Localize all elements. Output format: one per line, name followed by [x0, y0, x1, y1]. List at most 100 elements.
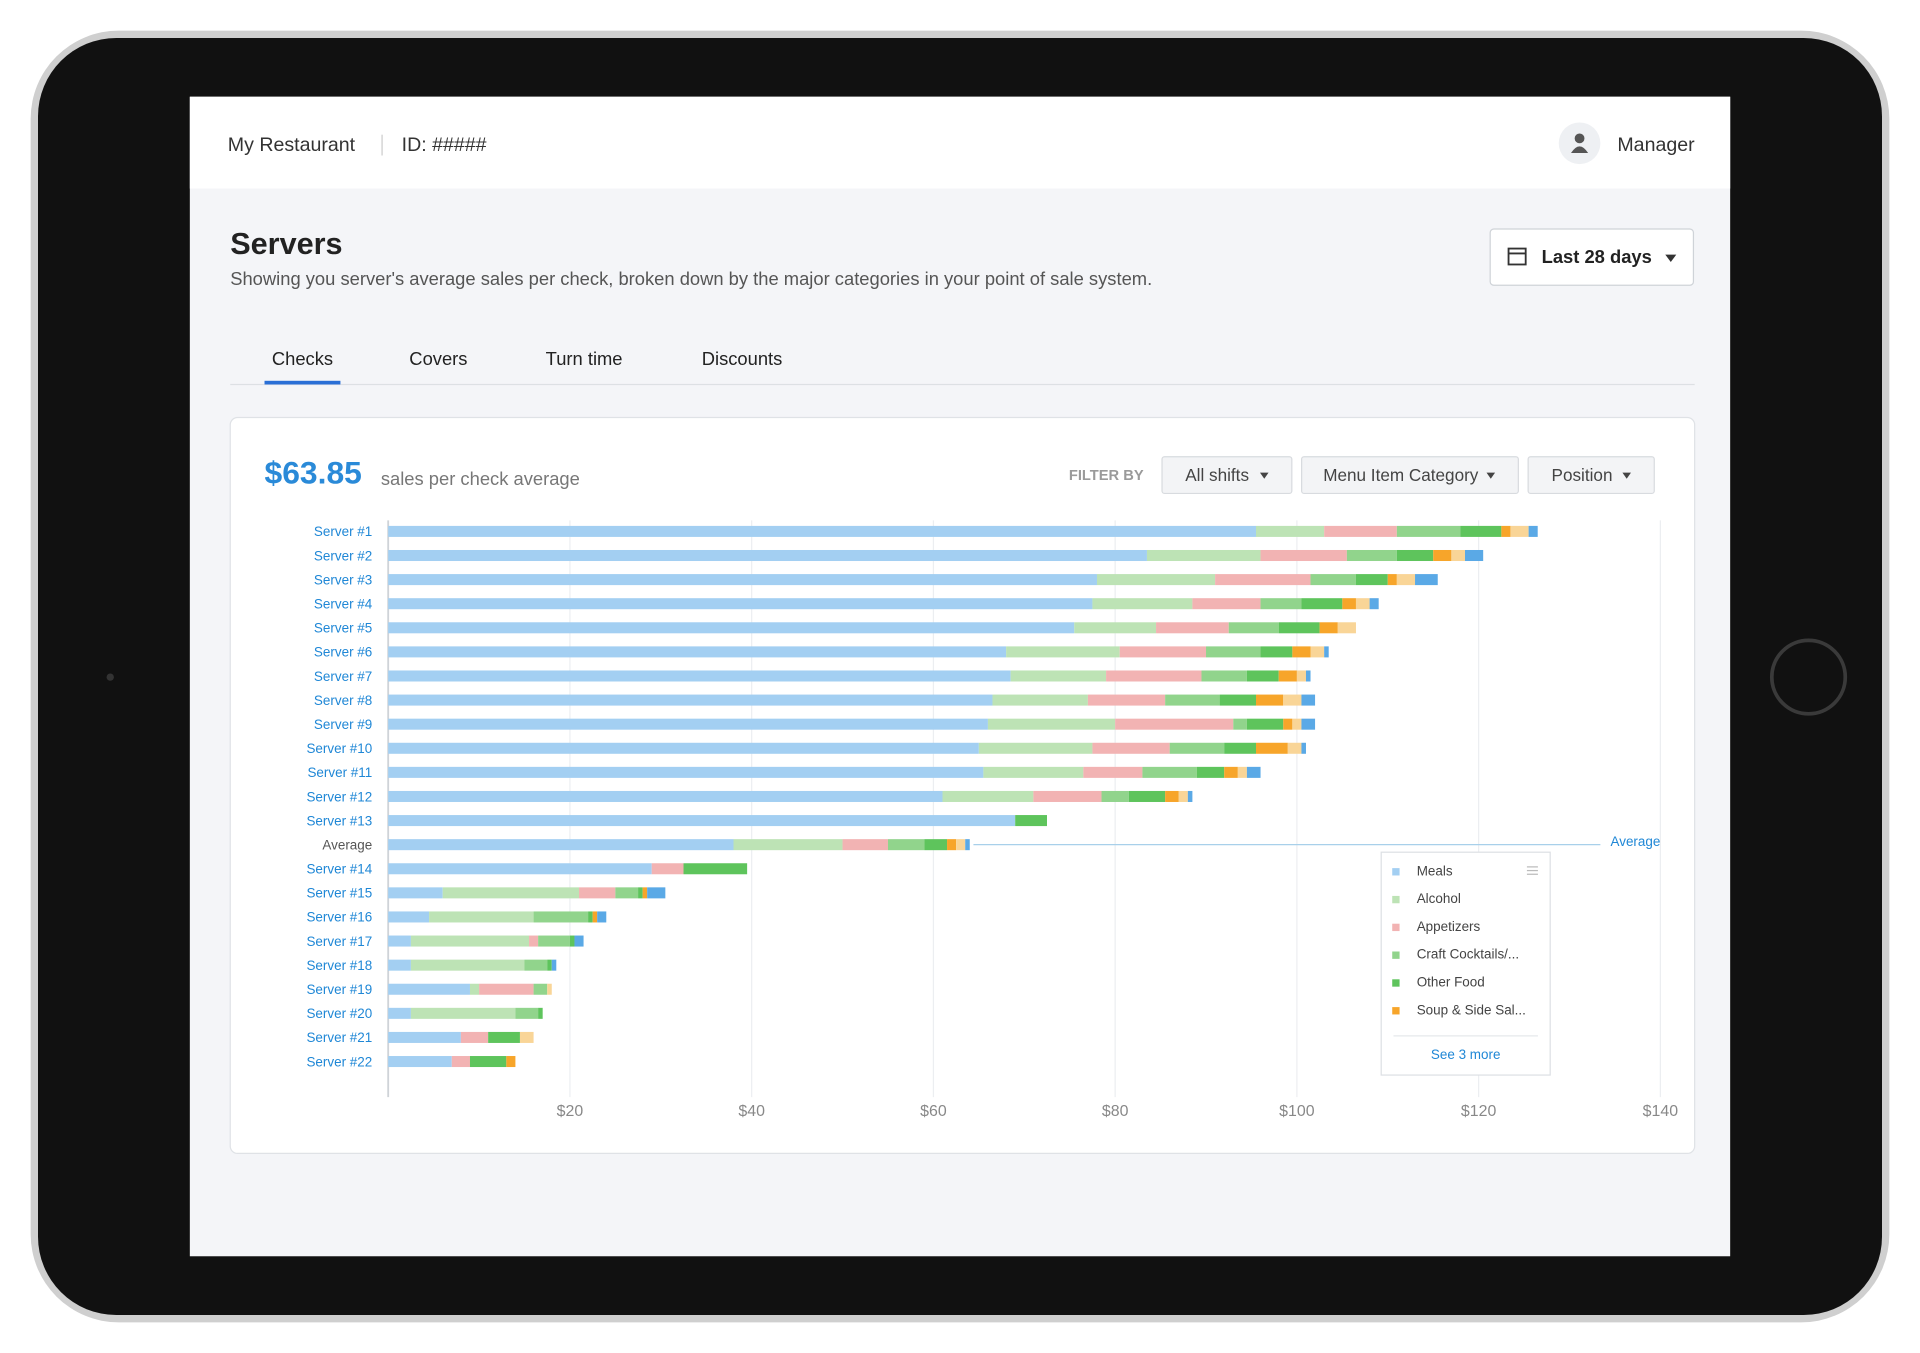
bar-segment — [1387, 574, 1397, 586]
x-tick-label: $100 — [1279, 1103, 1315, 1120]
bar-segment — [442, 887, 580, 899]
bar-segment — [1228, 622, 1279, 634]
y-tick-label: Server #14 — [306, 862, 372, 877]
filter-option[interactable]: All shifts — [1185, 465, 1249, 485]
tab[interactable]: Covers — [409, 348, 467, 369]
bar-segment — [1006, 646, 1120, 658]
bar-segment — [1219, 694, 1257, 706]
legend-swatch — [1392, 951, 1400, 959]
legend-label: Soup & Side Sal... — [1417, 1002, 1526, 1017]
bar-segment — [529, 935, 539, 947]
filter-category[interactable]: Menu Item Category — [1301, 456, 1519, 495]
bar-segment — [388, 694, 993, 706]
bar-segment — [1396, 549, 1434, 562]
summary-label: sales per check average — [381, 468, 580, 489]
bar-segment — [947, 839, 957, 851]
bar-segment — [410, 1007, 516, 1019]
dropdown-arrow — [1486, 472, 1496, 479]
bar-segment — [842, 839, 888, 851]
bar-segment — [388, 790, 943, 802]
bar-segment — [388, 863, 652, 875]
legend-label: Meals — [1417, 863, 1453, 878]
bar-segment — [647, 887, 666, 899]
legend-swatch — [1392, 979, 1400, 987]
bar-segment — [1310, 646, 1325, 658]
bar-segment — [569, 935, 575, 947]
bar-segment — [1292, 718, 1302, 730]
y-tick-label: Server #10 — [306, 741, 372, 756]
legend-swatch — [1392, 923, 1400, 932]
bar-segment — [1010, 670, 1107, 682]
bar-segment — [1301, 598, 1343, 610]
bar-segment — [388, 815, 1016, 827]
bar-segment — [615, 887, 639, 899]
bar-segment — [992, 694, 1088, 706]
bar-segment — [592, 911, 598, 923]
date-button-box[interactable] — [1489, 228, 1695, 286]
bar-segment — [1033, 790, 1102, 802]
filter-label: FILTER BY — [1069, 468, 1144, 484]
bar-segment — [1369, 598, 1379, 610]
bar-segment — [1355, 598, 1370, 610]
bar-segment — [524, 959, 548, 971]
bar-segment — [1092, 742, 1170, 754]
bar-segment — [469, 983, 480, 995]
filter-all-shifts[interactable]: All shifts — [1161, 456, 1293, 495]
tab[interactable]: Turn time — [546, 348, 623, 369]
filter-box[interactable] — [1161, 456, 1293, 495]
bar-segment — [579, 887, 616, 899]
bar-segment — [1292, 646, 1311, 658]
y-tick-label: Server #11 — [307, 765, 372, 780]
tab[interactable]: Checks — [272, 348, 333, 369]
avatar-body — [1570, 146, 1589, 154]
bar-segment — [410, 935, 530, 947]
filter-option[interactable]: Position — [1552, 465, 1613, 485]
y-tick-label: Server #1 — [314, 524, 372, 539]
bar-segment — [1201, 670, 1247, 682]
bar-segment — [388, 1056, 452, 1068]
home-button[interactable] — [1769, 638, 1848, 716]
y-tick-label: Server #19 — [306, 982, 372, 997]
legend-more-link[interactable]: See 3 more — [1431, 1047, 1501, 1062]
filter-option[interactable]: Menu Item Category — [1323, 465, 1479, 485]
bar-segment — [533, 911, 589, 923]
bar-segment — [1260, 646, 1293, 658]
filter-box[interactable] — [1301, 456, 1519, 495]
bar-segment — [1256, 742, 1288, 754]
filter-box[interactable] — [1527, 456, 1655, 495]
date-range-button[interactable]: Last 28 days — [1489, 228, 1695, 286]
tab[interactable]: Discounts — [702, 348, 783, 369]
y-tick-label: Server #20 — [306, 1006, 372, 1021]
bar-segment — [588, 911, 593, 923]
bar-segment — [515, 1007, 539, 1019]
restaurant-name[interactable]: My Restaurant — [228, 134, 356, 156]
user-name[interactable]: Manager — [1617, 134, 1695, 156]
legend-label: Appetizers — [1417, 919, 1481, 934]
bar-segment — [388, 574, 1097, 586]
bar-segment — [1178, 790, 1188, 802]
bar-segment — [1237, 766, 1247, 778]
y-tick-label: Server #3 — [314, 572, 372, 587]
x-tick-label: $40 — [738, 1103, 765, 1120]
bar-segment — [1278, 670, 1297, 682]
page-title: Servers — [230, 227, 342, 261]
bar-segment — [1146, 549, 1261, 562]
bar-segment — [1074, 622, 1157, 634]
y-tick-label: Server #5 — [314, 621, 372, 636]
filter-position[interactable]: Position — [1527, 456, 1655, 495]
date-range[interactable]: Last 28 days — [1542, 246, 1652, 267]
bar-segment — [1246, 766, 1261, 778]
bar-segment — [538, 935, 570, 947]
y-tick-label: Server #8 — [314, 693, 372, 708]
legend-swatch — [1392, 1007, 1400, 1015]
bar-segment — [388, 525, 1257, 537]
bar-segment — [1396, 574, 1416, 586]
bar-segment — [551, 959, 557, 971]
bar-segment — [1256, 694, 1284, 706]
x-tick-label: $20 — [557, 1103, 584, 1120]
bar-segment — [1165, 694, 1220, 706]
bar-segment — [1510, 525, 1529, 537]
bar-segment — [1337, 622, 1356, 634]
y-tick-label: Server #21 — [306, 1030, 372, 1045]
